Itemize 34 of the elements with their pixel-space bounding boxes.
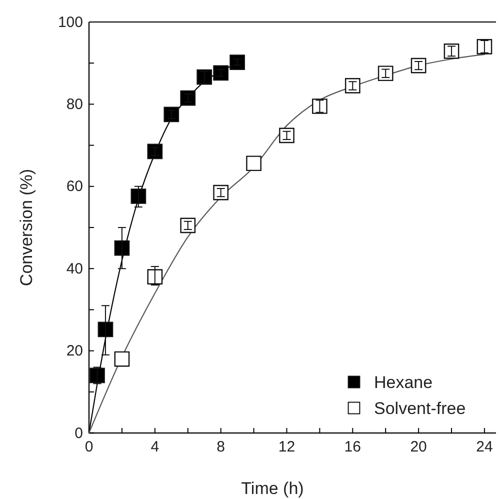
x-tick-label: 24 — [476, 438, 493, 456]
x-tick-label: 12 — [278, 438, 296, 456]
point — [444, 44, 460, 59]
point — [114, 240, 130, 256]
point — [230, 54, 245, 70]
point — [90, 368, 105, 384]
legend-label: Solvent-free — [374, 399, 466, 418]
y-tick-label: 60 — [66, 178, 83, 196]
y-tick-label: 40 — [66, 260, 83, 278]
point — [476, 38, 492, 54]
y-tick-label: 20 — [66, 342, 83, 360]
x-axis-title: Time (h) — [241, 479, 304, 498]
y-tick-label: 80 — [66, 96, 83, 113]
x-tick-label: 4 — [150, 438, 160, 456]
point — [147, 144, 163, 160]
point — [246, 156, 262, 172]
point — [130, 188, 146, 204]
point — [114, 351, 130, 367]
legend-label: Hexane — [374, 373, 433, 392]
point — [196, 69, 212, 85]
point — [164, 106, 180, 122]
y-axis-title: Conversion (%) — [17, 168, 36, 286]
point — [279, 128, 294, 144]
point — [213, 184, 228, 200]
point — [147, 269, 163, 284]
y-tick-label: 0 — [74, 424, 83, 442]
x-tick-label: 8 — [216, 438, 225, 456]
point — [180, 218, 196, 234]
x-tick-label: 16 — [344, 438, 361, 456]
point — [378, 66, 394, 82]
x-tick-label: 20 — [410, 438, 427, 456]
y-tick-label: 100 — [58, 14, 83, 31]
point — [98, 322, 114, 338]
point — [312, 98, 328, 114]
